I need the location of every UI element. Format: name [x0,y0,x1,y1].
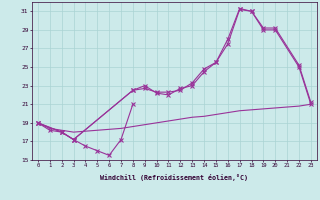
X-axis label: Windchill (Refroidissement éolien,°C): Windchill (Refroidissement éolien,°C) [100,174,248,181]
